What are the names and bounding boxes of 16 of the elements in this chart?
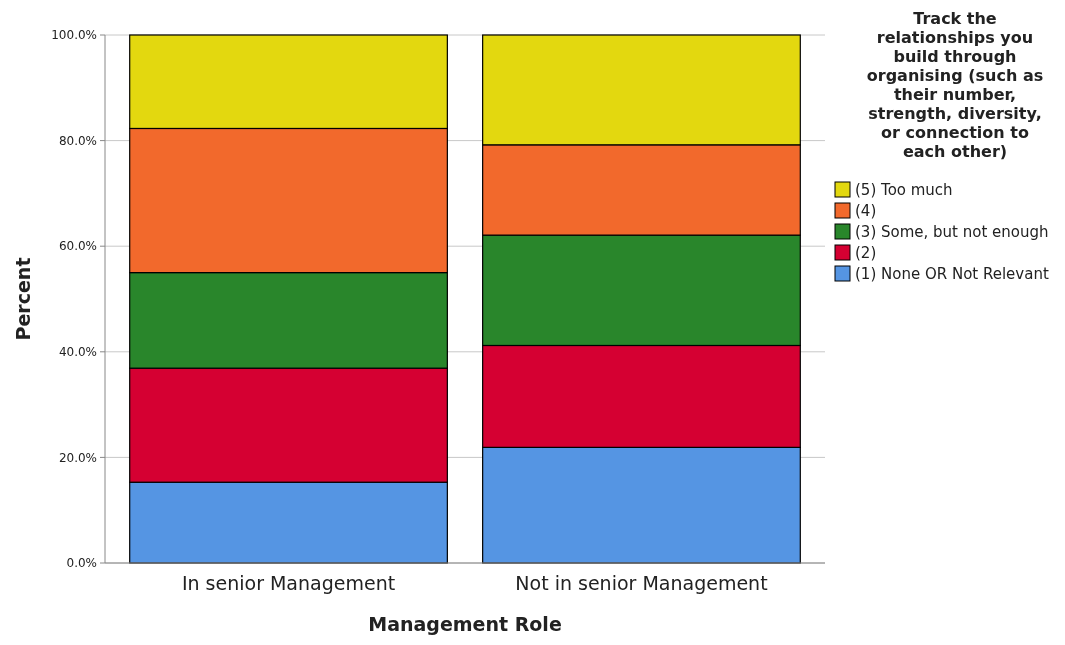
legend-label: (1) None OR Not Relevant: [855, 265, 1049, 284]
y-tick-label: 100.0%: [51, 28, 97, 43]
legend-label: (2): [855, 244, 877, 263]
y-tick-label: 0.0%: [66, 556, 97, 571]
x-tick-label: In senior Management: [181, 572, 396, 594]
y-tick-label: 20.0%: [58, 450, 97, 465]
legend-label: (3) Some, but not enough: [855, 223, 1049, 242]
x-tick-label: Not in senior Management: [515, 572, 768, 594]
legend-title: Track the relationships you build through organising (such as their number, strength, diversity, or connection to each other): [866, 9, 1044, 161]
y-tick-label: 40.0%: [58, 345, 97, 359]
y-tick-label: 60.0%: [58, 239, 97, 254]
y-tick-label: 80.0%: [58, 133, 97, 148]
legend-label: (4): [855, 202, 877, 221]
x-axis-title: Management Role: [368, 613, 562, 635]
y-axis-title: Percent: [12, 257, 34, 341]
legend-label: (5) Too much: [855, 181, 953, 200]
